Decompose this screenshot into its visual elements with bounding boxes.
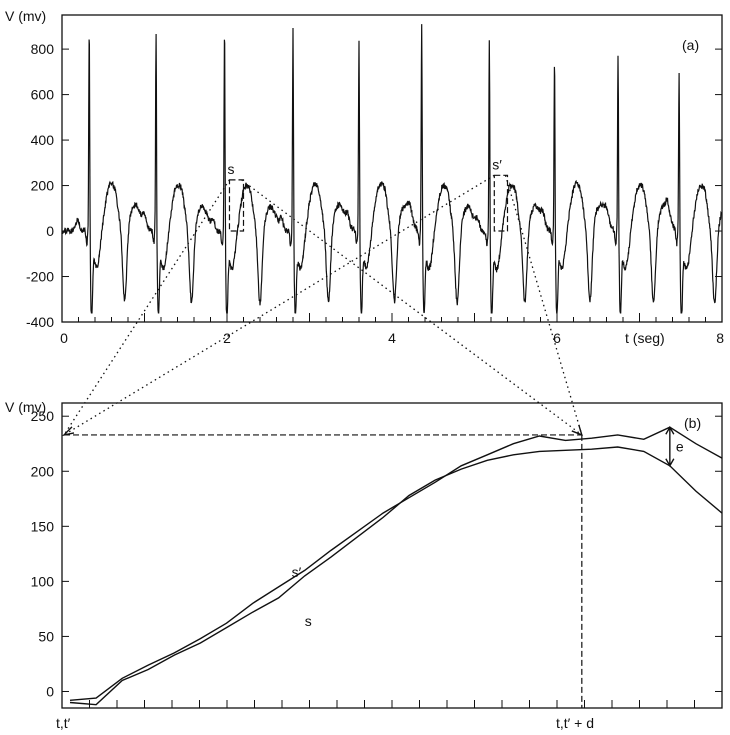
panel-a-ylabel: V (mv) bbox=[5, 8, 46, 24]
x-tick-label: 2 bbox=[223, 330, 231, 346]
x-tick-label: 4 bbox=[388, 330, 396, 346]
y-tick-label: 400 bbox=[31, 132, 55, 148]
y-tick-label: 150 bbox=[31, 518, 55, 534]
panel-a-y-axis: -400 -200 0 200 400 600 800 bbox=[26, 41, 722, 330]
arrowhead-end bbox=[571, 424, 583, 437]
panel-a-x-axis: 0 2 4 6 8 bbox=[60, 313, 724, 346]
panel-a-frame bbox=[61, 14, 723, 323]
x-tick-label-start: t,t′ bbox=[56, 715, 71, 731]
y-tick-label: 250 bbox=[31, 408, 55, 424]
x-tick-label: 0 bbox=[60, 330, 68, 346]
panel-a-xlabel: t (seg) bbox=[625, 330, 665, 346]
error-arrow bbox=[665, 425, 675, 468]
panel-a: V (mv) (a) t (seg) -400-2000200400600800… bbox=[5, 8, 724, 346]
panel-b-x-axis bbox=[61, 700, 723, 708]
zoom-connector-line bbox=[504, 175, 583, 436]
series-s-label: s bbox=[305, 613, 312, 629]
panel-a-label: (a) bbox=[682, 37, 699, 53]
panel-b-label: (b) bbox=[684, 415, 701, 431]
segment-s-box bbox=[228, 179, 245, 232]
panel-b: V (mv) (b) 0 50 100 150 200 250 t,t′ t,t′ + d… bbox=[5, 399, 723, 731]
y-tick-label: -200 bbox=[26, 269, 54, 285]
segment-s-prime-box bbox=[493, 174, 509, 232]
y-tick-label: 50 bbox=[38, 628, 54, 644]
y-tick-label: 100 bbox=[31, 573, 55, 589]
y-tick-label: -400 bbox=[26, 314, 54, 330]
error-label: e bbox=[676, 438, 684, 454]
series-s-prime-label: s′ bbox=[292, 564, 302, 580]
y-tick-label: 0 bbox=[46, 683, 54, 699]
y-tick-label: 200 bbox=[31, 178, 55, 194]
y-tick-label: 800 bbox=[31, 41, 55, 57]
series-s bbox=[69, 446, 723, 706]
panel-b-y-axis: 0 50 100 150 200 250 bbox=[31, 408, 722, 699]
series-s-prime bbox=[69, 426, 723, 701]
y-tick-label: 600 bbox=[31, 87, 55, 103]
x-tick-label: 8 bbox=[716, 330, 724, 346]
zoom-connector-line bbox=[63, 174, 495, 436]
segment-s-prime-label: s′ bbox=[492, 156, 502, 172]
panel-b-ylabel: V (mv) bbox=[5, 399, 46, 415]
zoom-connector-line bbox=[63, 179, 231, 436]
zoom-connector-line bbox=[241, 179, 583, 436]
ecg-trace bbox=[61, 24, 723, 314]
y-tick-label: 200 bbox=[31, 463, 55, 479]
x-tick-label-end: t,t′ + d bbox=[556, 715, 594, 731]
y-tick-label: 0 bbox=[46, 223, 54, 239]
x-tick-label: 6 bbox=[553, 330, 561, 346]
segment-s-label: s bbox=[227, 161, 234, 177]
